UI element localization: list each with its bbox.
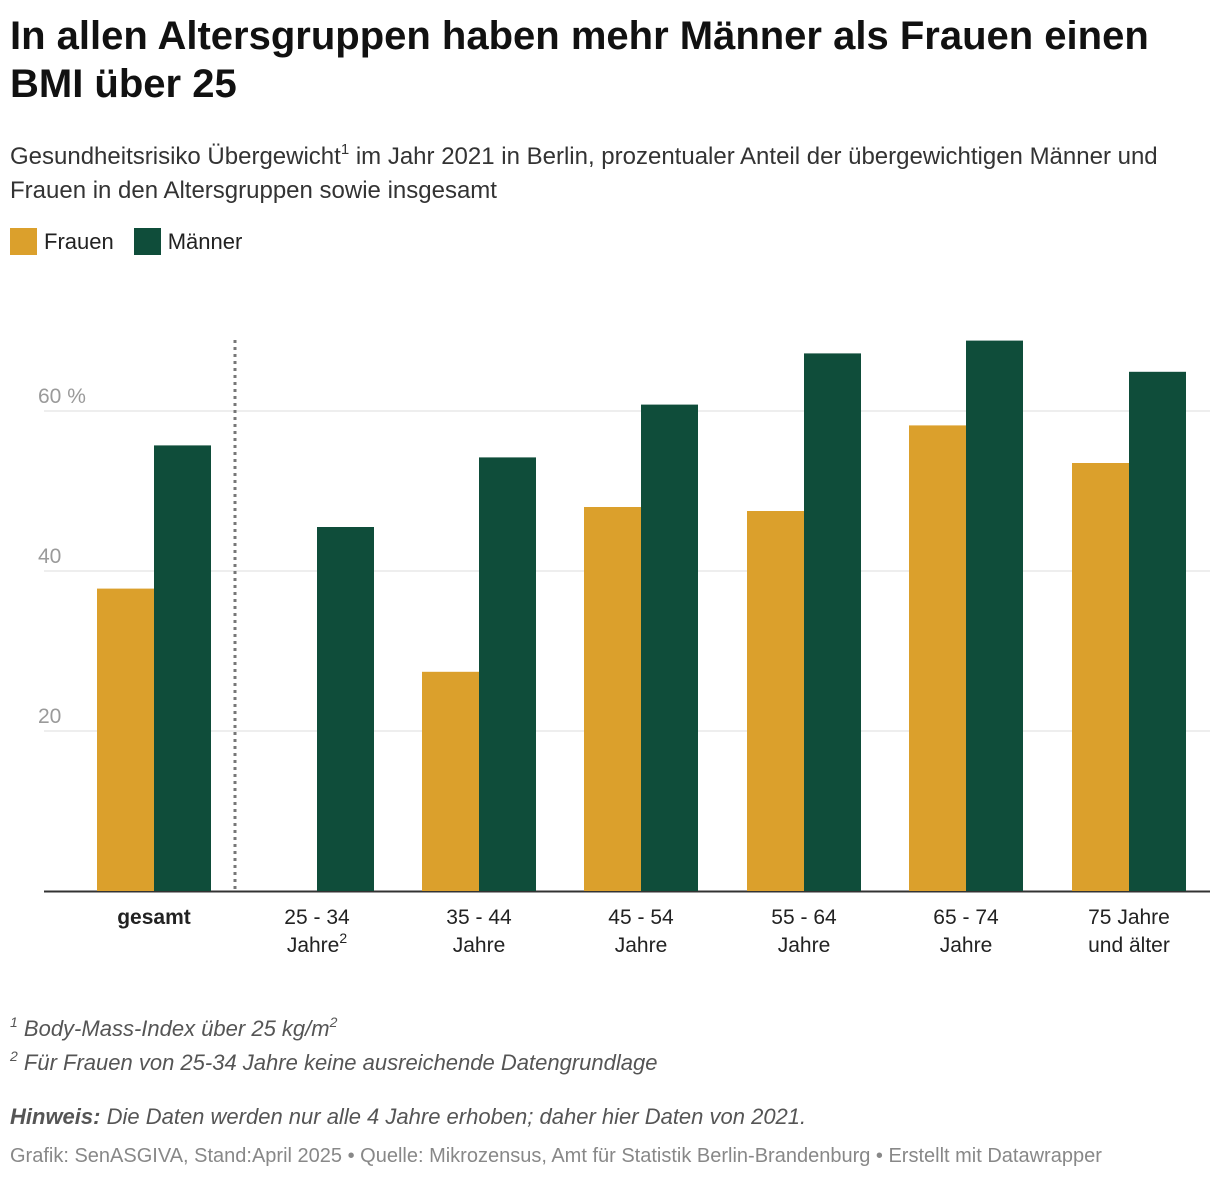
hint-note: Hinweis: Die Daten werden nur alle 4 Jah… bbox=[10, 1100, 1210, 1134]
legend: Frauen Männer bbox=[10, 228, 262, 255]
x-tick-label-line: Jahre bbox=[453, 934, 506, 957]
bar-maenner-3 bbox=[641, 404, 698, 891]
bar-frauen-2 bbox=[422, 671, 479, 891]
x-tick-label-line: 25 - 34 bbox=[284, 906, 350, 929]
x-tick-label-line: 45 - 54 bbox=[608, 906, 674, 929]
bar-maenner-0 bbox=[154, 445, 211, 891]
x-tick-label: 35 - 44 Jahre bbox=[446, 906, 512, 957]
y-tick-label: 20 bbox=[38, 705, 61, 728]
footnote-2: 2 Für Frauen von 25-34 Jahre keine ausre… bbox=[10, 1046, 1210, 1080]
bar-frauen-5 bbox=[909, 425, 966, 891]
bar-frauen-0 bbox=[97, 588, 154, 891]
x-tick-label-line: Jahre bbox=[615, 934, 668, 957]
x-tick-label-line: und älter bbox=[1088, 934, 1170, 957]
footnote-1: 1 Body-Mass-Index über 25 kg/m2 bbox=[10, 1012, 1210, 1046]
gridlines: 20 40 60 % bbox=[38, 340, 1210, 893]
legend-swatch-maenner bbox=[133, 228, 161, 255]
x-tick-label: 55 - 64 Jahre bbox=[771, 906, 837, 957]
x-tick-label: 75 Jahre und älter bbox=[1088, 906, 1170, 957]
x-tick-footnote-marker: 2 bbox=[339, 930, 347, 946]
legend-item-maenner: Männer bbox=[133, 228, 243, 255]
bar-maenner-2 bbox=[479, 457, 536, 891]
footnote-1-exponent: 2 bbox=[329, 1014, 338, 1030]
y-tick-label: 40 bbox=[38, 545, 61, 568]
x-tick-label: 45 - 54 Jahre bbox=[608, 906, 674, 957]
bar-maenner-6 bbox=[1129, 371, 1186, 891]
footnote-1-marker: 1 bbox=[10, 1014, 18, 1030]
y-tick-label: 60 % bbox=[38, 385, 86, 408]
footnotes: 1 Body-Mass-Index über 25 kg/m2 2 Für Fr… bbox=[10, 1012, 1210, 1080]
bar-frauen-3 bbox=[584, 507, 641, 891]
bar-maenner-4 bbox=[804, 353, 861, 891]
x-tick-label: 25 - 34 Jahre2 bbox=[284, 906, 350, 957]
x-tick-label-line: 65 - 74 bbox=[933, 906, 999, 929]
x-tick-label-line: 35 - 44 bbox=[446, 906, 512, 929]
hint-label: Hinweis: bbox=[10, 1104, 101, 1129]
chart-title: In allen Altersgruppen haben mehr Männer… bbox=[10, 14, 1149, 106]
subtitle-text-rest: im Jahr 2021 in Berlin, prozentualer Ant… bbox=[10, 143, 1158, 204]
chart-subtitle: Gesundheitsrisiko Übergewicht1 im Jahr 2… bbox=[10, 140, 1210, 208]
bar-frauen-4 bbox=[747, 511, 804, 891]
subtitle-footnote-marker: 1 bbox=[340, 141, 350, 158]
legend-label-frauen: Frauen bbox=[44, 228, 114, 254]
x-tick-label-line: Jahre bbox=[940, 934, 993, 957]
bar-frauen-6 bbox=[1072, 463, 1129, 891]
legend-label-maenner: Männer bbox=[167, 228, 243, 254]
x-tick-label-line: 75 Jahre bbox=[1088, 906, 1170, 929]
x-tick-label: gesamt bbox=[117, 906, 191, 929]
footnote-2-marker: 2 bbox=[10, 1048, 18, 1064]
footnote-2-text: Für Frauen von 25-34 Jahre keine ausreic… bbox=[17, 1050, 658, 1075]
x-tick-label-line: Jahre bbox=[778, 934, 831, 957]
legend-swatch-frauen bbox=[10, 228, 37, 255]
x-tick-label-line: gesamt bbox=[117, 906, 191, 929]
subtitle-text: Gesundheitsrisiko Übergewicht bbox=[10, 143, 341, 170]
x-tick-label-line: Jahre bbox=[287, 934, 340, 957]
x-tick-label: 65 - 74 Jahre bbox=[933, 906, 999, 957]
footnote-1-text: Body-Mass-Index über 25 kg/m bbox=[17, 1016, 330, 1041]
hint-text: Die Daten werden nur alle 4 Jahre erhobe… bbox=[100, 1104, 807, 1129]
source-credits: Grafik: SenASGIVA, Stand:April 2025 • Qu… bbox=[10, 1145, 1102, 1167]
x-tick-label-line: 55 - 64 bbox=[771, 906, 837, 929]
bars bbox=[97, 340, 1186, 892]
legend-item-frauen: Frauen bbox=[10, 228, 114, 255]
bar-maenner-5 bbox=[966, 340, 1023, 892]
bar-maenner-1 bbox=[317, 527, 374, 891]
